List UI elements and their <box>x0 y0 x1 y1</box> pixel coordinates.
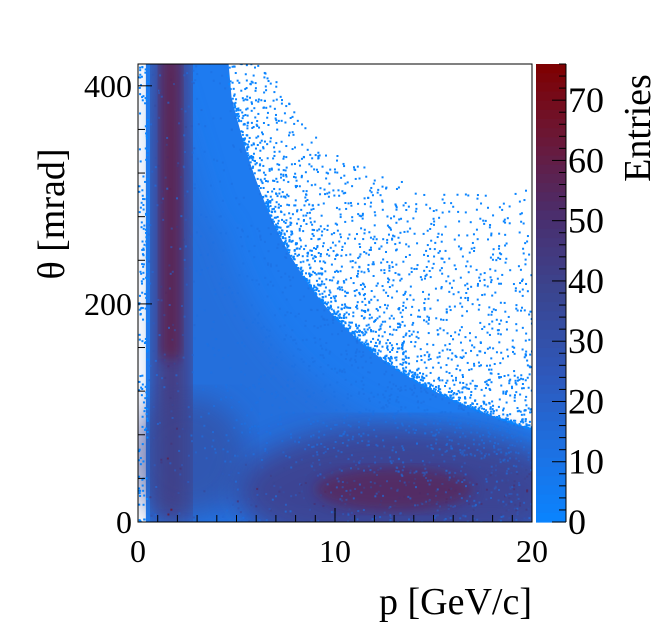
colorbar-swatch <box>536 73 566 83</box>
colorbar-swatch <box>536 421 566 431</box>
colorbar-swatch <box>536 146 566 157</box>
colorbar-swatch <box>536 128 566 138</box>
colorbar-swatch <box>536 485 566 496</box>
colorbar-swatch <box>536 228 566 239</box>
colorbar-swatch <box>536 384 566 395</box>
y-tick-label: 200 <box>84 286 132 322</box>
heatmap-corner <box>138 396 248 517</box>
colorbar-swatch <box>536 448 566 459</box>
colorbar-swatch <box>536 192 566 202</box>
colorbar-swatch <box>536 155 566 166</box>
x-axis-title: p [GeV/c] <box>379 581 532 623</box>
colorbar-swatch <box>536 201 566 212</box>
y-tick-label: 0 <box>116 504 132 540</box>
colorbar-swatch <box>536 320 566 331</box>
colorbar-tick-label: 70 <box>568 80 604 120</box>
heatmap-sparse-points <box>138 64 532 522</box>
heatmap-cells <box>138 64 532 522</box>
colorbar-swatch <box>536 118 566 129</box>
colorbar-swatch <box>536 283 566 294</box>
colorbar-swatch <box>536 439 566 450</box>
colorbar-swatch <box>536 137 566 148</box>
colorbar-swatch <box>536 512 566 523</box>
colorbar-swatch <box>536 219 566 230</box>
colorbar-swatch <box>536 302 566 312</box>
colorbar-swatch <box>536 366 566 377</box>
heatmap-high-p-core <box>315 467 473 512</box>
colorbar-tick-label: 50 <box>568 201 604 241</box>
colorbar-swatch <box>536 402 566 413</box>
colorbar-swatch <box>536 210 566 221</box>
colorbar-swatch <box>536 64 566 74</box>
colorbar-swatch <box>536 457 566 468</box>
colorbar-swatch <box>536 247 566 257</box>
colorbar-swatch <box>536 274 566 285</box>
colorbar-swatch <box>536 183 566 193</box>
colorbar-swatch <box>536 311 566 322</box>
colorbar-swatch <box>536 109 566 120</box>
y-tick-label: 400 <box>84 68 132 104</box>
x-axis: 0 10 20 <box>130 508 548 569</box>
colorbar-tick-label: 30 <box>568 321 604 361</box>
colorbar-swatch <box>536 430 566 441</box>
colorbar-swatch <box>536 357 566 367</box>
colorbar-tick-label: 0 <box>568 502 586 542</box>
colorbar-swatch <box>536 347 566 358</box>
colorbar-swatch <box>536 82 566 93</box>
y-axis-title: θ [mrad] <box>31 148 73 279</box>
colorbar-tick-label: 60 <box>568 140 604 180</box>
colorbar-swatch <box>536 91 566 102</box>
colorbar-swatch <box>536 329 566 340</box>
colorbar-swatch <box>536 164 566 175</box>
colorbar-swatch <box>536 467 566 477</box>
colorbar-swatch <box>536 503 566 514</box>
x-tick-label: 0 <box>130 533 146 569</box>
heatmap-medium-region <box>155 64 532 522</box>
colorbar-axis: 0 10 20 30 40 50 60 70 <box>552 63 604 542</box>
colorbar-tick-label: 40 <box>568 261 604 301</box>
colorbar-swatch <box>536 412 566 422</box>
colorbar <box>536 64 566 523</box>
colorbar-swatch <box>536 238 566 248</box>
y-axis: 0 200 400 <box>84 68 152 540</box>
colorbar-swatch <box>536 173 566 184</box>
colorbar-swatch <box>536 293 566 303</box>
colorbar-swatch <box>536 265 566 276</box>
colorbar-tick-label: 10 <box>568 442 604 482</box>
x-tick-label: 10 <box>319 533 351 569</box>
colorbar-swatch <box>536 375 566 386</box>
colorbar-swatch <box>536 256 566 267</box>
colorbar-swatch <box>536 494 566 505</box>
colorbar-swatch <box>536 393 566 404</box>
heatmap-low-p-core <box>159 64 182 359</box>
colorbar-swatch <box>536 100 566 111</box>
colorbar-swatch <box>536 476 566 486</box>
x-tick-label: 20 <box>516 533 548 569</box>
colorbar-tick-label: 20 <box>568 381 604 421</box>
colorbar-title: Entries <box>617 74 659 182</box>
colorbar-swatch <box>536 338 566 349</box>
